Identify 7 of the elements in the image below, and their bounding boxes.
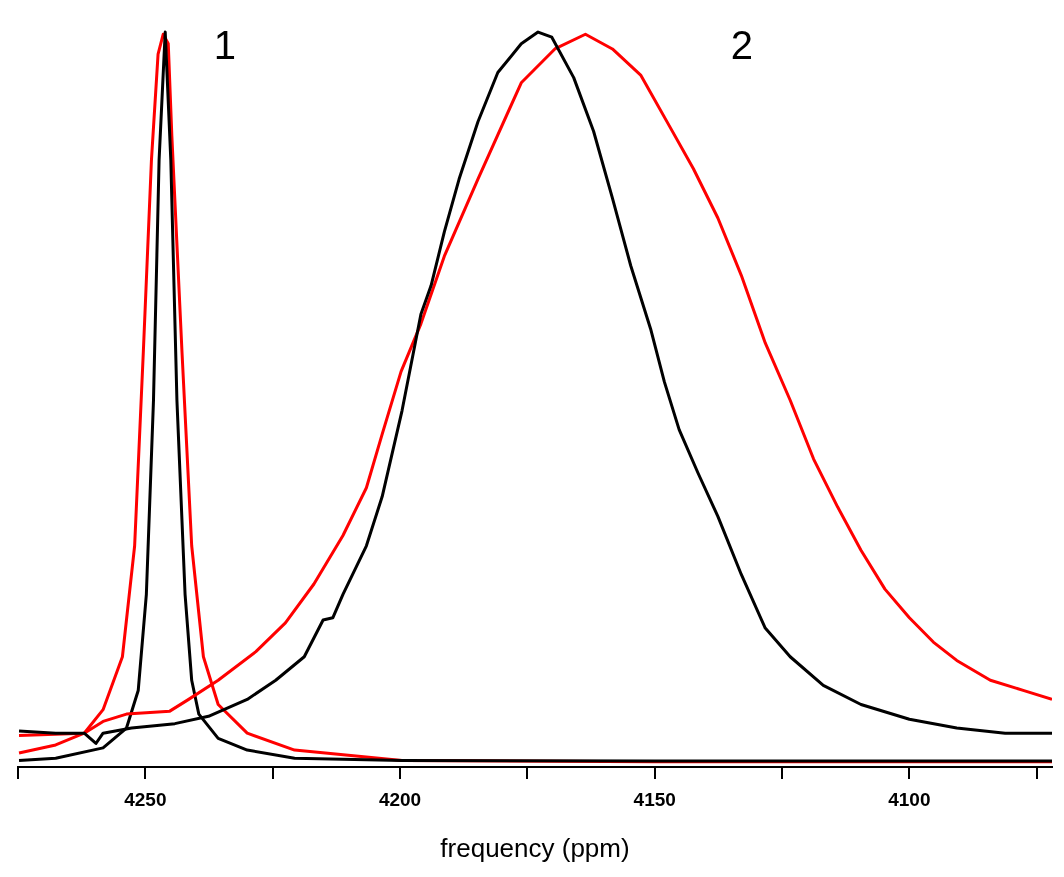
annotation: 1 [213,23,236,68]
x-tick-label: 4200 [378,788,422,810]
x-tick-label: 4100 [888,788,931,810]
x-tick-label: 4150 [633,788,676,810]
x-axis-title: frequency (ppm) [440,832,630,863]
x-tick-label: 4250 [124,788,167,810]
annotation: 2 [730,23,753,68]
